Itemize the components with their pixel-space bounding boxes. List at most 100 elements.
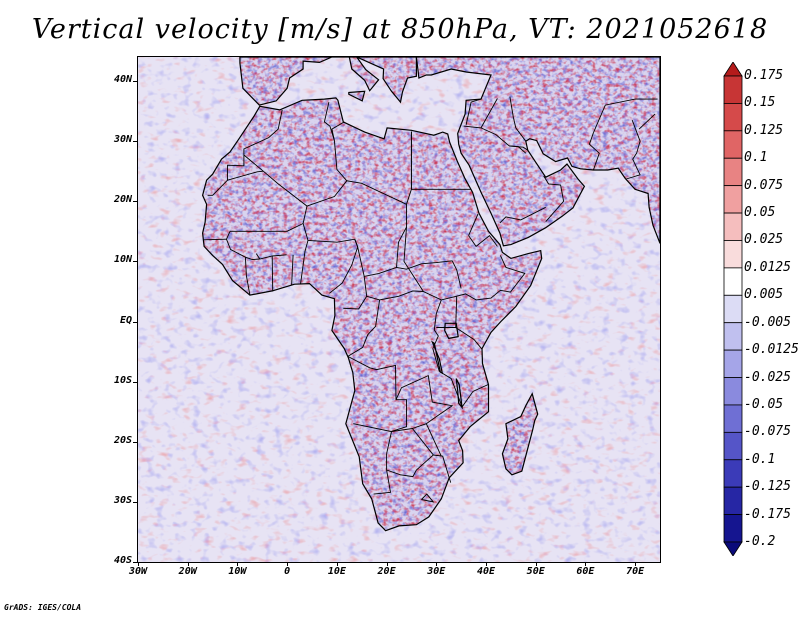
colorbar-tick-label: 0.05 <box>744 205 776 221</box>
country-border <box>347 299 381 357</box>
lat-tick-label: 20S <box>113 434 132 446</box>
lon-tick-mark <box>386 562 388 566</box>
country-border <box>343 296 368 310</box>
colorbar-tick-label: -0.075 <box>744 424 791 440</box>
lat-tick-label: 20N <box>113 194 132 206</box>
country-border <box>465 98 482 125</box>
lon-tick-mark <box>635 562 637 566</box>
lat-tick-mark <box>133 501 137 503</box>
colorbar-tick-label: 0.175 <box>744 68 784 83</box>
lon-tick-mark <box>585 562 587 566</box>
country-border <box>363 276 424 301</box>
colorbar-bin <box>723 240 743 269</box>
country-border <box>463 125 529 151</box>
colorbar-tick-label: 0.1 <box>744 150 768 166</box>
country-border <box>329 239 359 294</box>
country-border <box>386 428 434 478</box>
lat-tick-label: 40N <box>113 74 132 86</box>
map-title: Vertical velocity [m/s] at 850hPa, VT: 2… <box>31 14 769 45</box>
country-border <box>300 240 309 284</box>
country-border <box>432 299 442 372</box>
country-border <box>291 254 294 286</box>
lon-tick-mark <box>237 562 239 566</box>
lat-tick-label: 30S <box>113 494 132 506</box>
lake-victoria <box>444 322 459 340</box>
coastlines <box>201 57 660 532</box>
lat-tick-label: 40S <box>113 555 132 566</box>
lat-tick-label: 10S <box>113 374 132 386</box>
country-border <box>230 154 308 232</box>
lon-tick-mark <box>535 562 537 566</box>
lon-tick-mark <box>187 562 189 566</box>
lon-tick-label: 10W <box>228 566 247 577</box>
country-border <box>207 155 245 196</box>
colorbar-tick-label: -0.025 <box>744 369 791 385</box>
country-border <box>433 454 452 483</box>
colorbar-tick-label: -0.125 <box>744 479 791 495</box>
colorbar-bin <box>723 486 743 515</box>
country-border <box>333 140 348 182</box>
country-border <box>226 231 251 296</box>
country-border <box>255 253 261 260</box>
colorbar-tick-label: 0.0125 <box>744 259 791 275</box>
country-border <box>331 121 345 141</box>
country-border <box>373 453 392 495</box>
lon-tick-label: 40E <box>476 566 496 577</box>
lon-tick-label: 70E <box>626 566 645 577</box>
country-border <box>509 96 527 142</box>
lon-tick-label: 10E <box>327 566 346 577</box>
lat-tick-mark <box>133 141 137 143</box>
colorbar-bin <box>723 267 743 296</box>
lon-tick-label: 20E <box>377 566 396 577</box>
colorbar-bin <box>723 103 743 132</box>
colorbar-max-arrow <box>723 62 743 77</box>
lon-tick-label: 30E <box>427 566 446 577</box>
map-plot <box>138 57 660 562</box>
colorbar-bin <box>723 404 743 433</box>
madagascar-coastline <box>501 392 539 476</box>
lon-tick-mark <box>486 562 487 566</box>
lon-tick-mark <box>436 562 438 566</box>
colorbar-bin <box>723 514 743 543</box>
lon-tick-label: 60E <box>576 566 595 577</box>
colorbar-tick-label: -0.0125 <box>744 342 799 358</box>
colorbar <box>723 62 743 556</box>
country-border <box>203 238 227 241</box>
country-border <box>468 234 498 248</box>
colorbar-bin <box>723 212 743 241</box>
colorbar-bin <box>723 294 743 324</box>
country-border <box>396 260 462 289</box>
country-border <box>480 98 498 129</box>
country-border <box>543 175 565 222</box>
lat-tick-label: 30N <box>113 134 132 146</box>
country-border <box>638 113 656 130</box>
grads-credit: GrADS: IGES/COLA <box>4 603 82 612</box>
lat-tick-mark <box>133 81 137 83</box>
country-border <box>592 98 658 133</box>
colorbar-bin <box>723 130 743 159</box>
colorbar-bin <box>723 75 743 104</box>
country-border <box>588 132 600 171</box>
country-border <box>425 423 442 457</box>
country-border <box>626 119 641 180</box>
colorbar-tick-label: 0.075 <box>744 177 784 193</box>
colorbar-bin <box>723 431 743 461</box>
map-panel[interactable] <box>137 56 661 563</box>
lon-tick-label: 20W <box>178 566 197 577</box>
colorbar-tick-label: -0.2 <box>744 534 776 549</box>
colorbar-tick-label: 0.005 <box>744 287 784 303</box>
colorbar-tick-label: -0.005 <box>744 314 791 330</box>
colorbar-bin <box>723 185 743 214</box>
country-border <box>227 170 264 181</box>
colorbar-bin <box>723 157 743 187</box>
arabia-coastline <box>415 57 660 247</box>
country-border <box>243 109 283 155</box>
country-border <box>455 327 483 350</box>
colorbar-bin <box>723 349 743 378</box>
lat-tick-mark <box>133 261 137 263</box>
colorbar-bin <box>723 459 743 488</box>
colorbar-tick-label: -0.175 <box>744 506 791 522</box>
colorbar-tick-label: 0.025 <box>744 232 784 248</box>
colorbar-min-arrow <box>723 541 743 556</box>
lat-tick-label: EQ <box>119 314 132 326</box>
